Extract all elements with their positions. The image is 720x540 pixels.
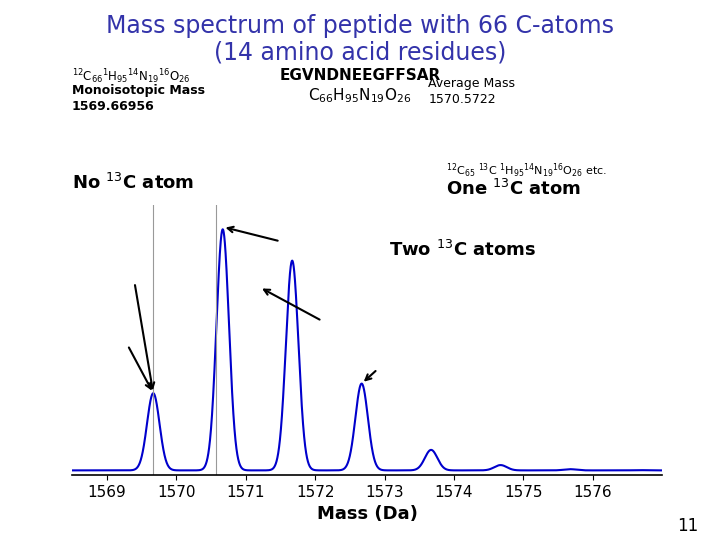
Text: C$_{66}$H$_{95}$N$_{19}$O$_{26}$: C$_{66}$H$_{95}$N$_{19}$O$_{26}$: [308, 86, 412, 105]
Text: 11: 11: [677, 517, 698, 535]
Text: No $^{13}$C atom: No $^{13}$C atom: [72, 173, 194, 193]
Text: $^{12}$C$_{65}$ $^{13}$C $^{1}$H$_{95}$$^{14}$N$_{19}$$^{16}$O$_{26}$ etc.: $^{12}$C$_{65}$ $^{13}$C $^{1}$H$_{95}$$…: [446, 162, 608, 180]
Text: Average Mass: Average Mass: [428, 77, 516, 90]
Text: One $^{13}$C atom: One $^{13}$C atom: [446, 179, 582, 199]
Text: EGVNDNEEGFFSAR: EGVNDNEEGFFSAR: [279, 68, 441, 83]
Text: 1569.66956: 1569.66956: [72, 100, 155, 113]
Text: 1570.5722: 1570.5722: [428, 93, 496, 106]
Text: Two $^{13}$C atoms: Two $^{13}$C atoms: [389, 240, 536, 260]
Text: $^{12}$C$_{66}$$^{1}$H$_{95}$$^{14}$N$_{19}$$^{16}$O$_{26}$: $^{12}$C$_{66}$$^{1}$H$_{95}$$^{14}$N$_{…: [72, 68, 191, 86]
Text: (14 amino acid residues): (14 amino acid residues): [214, 40, 506, 64]
Text: Mass spectrum of peptide with 66 C-atoms: Mass spectrum of peptide with 66 C-atoms: [106, 14, 614, 37]
X-axis label: Mass (Da): Mass (Da): [317, 505, 418, 523]
Text: Monoisotopic Mass: Monoisotopic Mass: [72, 84, 205, 97]
